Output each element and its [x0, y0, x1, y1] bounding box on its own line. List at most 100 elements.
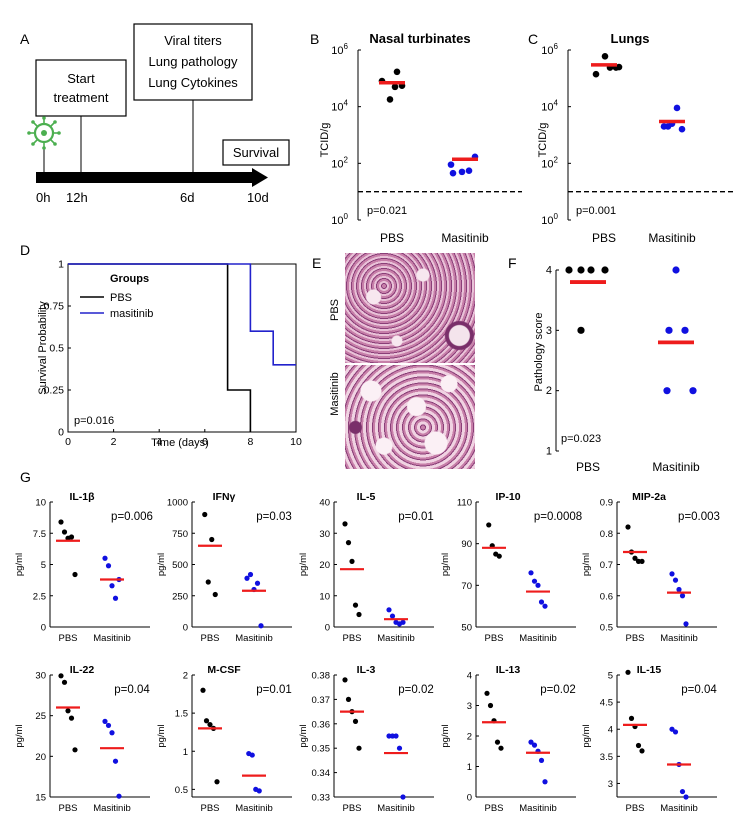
panel-a: A Start treatment Viral titers Lung path…: [20, 23, 290, 205]
chart-il-15: 3 3.5 4 4.5 5 PBS Masitinib IL-15 p=0.04 pg/ml: [581, 664, 717, 814]
data-point-pbs: [635, 742, 642, 749]
start-treatment-line2: treatment: [54, 90, 109, 105]
data-point-pbs: [214, 779, 220, 785]
data-point-pbs: [628, 715, 635, 721]
x-category-label: Masitinib: [235, 633, 273, 644]
cytokine-ylabel: pg/ml: [298, 724, 309, 747]
survival-curve-masitinib: [68, 263, 296, 366]
data-point-masitinib: [531, 742, 538, 748]
cytokine-ylabel: pg/ml: [581, 724, 592, 747]
y-tick-label: 2.5: [33, 591, 46, 602]
chart-il-1b: 0 2.5 5 7.5 10 PBS Masitinib IL-1β p=0.006 pg/ml: [14, 491, 153, 644]
data-point-pbs: [200, 687, 206, 693]
y-tick-label: 104: [541, 99, 558, 114]
data-point-masitinib: [672, 577, 679, 583]
cytokine-pvalue: p=0.01: [256, 684, 292, 696]
panel-d-legend-title: Groups: [110, 273, 149, 285]
panel-c-pvalue: p=0.001: [576, 205, 616, 217]
y-tick-exponent: 4: [553, 99, 558, 108]
data-point-masitinib: [535, 582, 541, 588]
cytokine-pvalue: p=0.003: [678, 511, 720, 523]
cytokine-title: IL-5: [357, 491, 376, 503]
y-tick-label: 0: [58, 427, 64, 439]
data-point-masitinib: [258, 623, 264, 629]
chart-il-3: 0.33 0.34 0.35 0.36 0.37 0.38 PBS Masitinib IL-3…: [298, 664, 434, 814]
data-point-masitinib: [254, 580, 261, 586]
y-tick-label: 102: [541, 155, 558, 170]
panel-d-pvalue: p=0.016: [74, 415, 114, 427]
data-point-masitinib: [247, 571, 254, 578]
y-tick-label: 0.5: [175, 785, 188, 796]
data-point-pbs: [601, 266, 609, 274]
data-point-masitinib: [449, 169, 457, 177]
x-category-label: Masitinib: [235, 803, 273, 814]
cytokine-title: MIP-2a: [632, 491, 666, 503]
x-category-label: PBS: [380, 231, 404, 245]
x-tick-label: 10: [290, 436, 302, 448]
data-point-pbs: [345, 540, 352, 546]
y-tick-label: 3.5: [600, 752, 613, 763]
data-point-pbs: [205, 579, 211, 585]
data-point-masitinib: [538, 757, 545, 764]
y-tick-label: 0.8: [600, 529, 613, 540]
data-point-pbs: [356, 745, 362, 751]
time-12h: 12h: [66, 190, 88, 205]
y-tick-label: 0.35: [312, 744, 331, 755]
data-point-masitinib: [396, 745, 403, 751]
plot-frame: [67, 263, 297, 433]
cytokine-ylabel: pg/ml: [440, 724, 451, 747]
histology-masitinib-image: [345, 365, 475, 469]
cytokine-ylabel: pg/ml: [298, 553, 309, 576]
x-category-label: PBS: [58, 803, 77, 814]
x-category-label: PBS: [200, 803, 219, 814]
data-point-masitinib: [116, 793, 122, 799]
data-point-masitinib: [673, 104, 681, 112]
chart-il-5: 0 10 20 30 40 PBS Masitinib IL-5 p=0.01 pg/ml: [298, 491, 434, 644]
time-10d: 10d: [247, 190, 269, 205]
data-point-masitinib: [676, 586, 682, 593]
cytokine-pvalue: p=0.04: [114, 684, 150, 696]
data-point-masitinib: [447, 161, 455, 168]
y-tick-label: 0.33: [312, 793, 331, 804]
data-point-pbs: [484, 690, 490, 696]
y-tick-label: 20: [319, 560, 330, 571]
assays-box: [133, 23, 253, 101]
panel-e-letter: E: [312, 255, 321, 271]
data-point-pbs: [203, 718, 210, 724]
data-point-masitinib: [112, 758, 119, 764]
data-point-masitinib: [102, 555, 108, 561]
x-category-label: PBS: [484, 633, 503, 644]
data-point-masitinib: [689, 387, 697, 395]
cytokine-title: IP-10: [495, 491, 520, 503]
data-point-masitinib: [672, 729, 679, 735]
survival-curve-pbs: [68, 263, 252, 432]
chart-m-csf: 0.5 1 1.5 2 PBS Masitinib M-CSF p=0.01 pg/ml: [156, 664, 292, 814]
x-category-label: PBS: [625, 633, 644, 644]
data-point-masitinib: [389, 613, 396, 619]
panel-c-title: Lungs: [611, 31, 650, 46]
x-category-label: PBS: [200, 633, 219, 644]
y-tick-label: 25: [35, 711, 46, 722]
chart-b: 100 102 104 106 PBS Masitinib: [331, 42, 522, 245]
cytokine-title: IL-13: [496, 664, 521, 676]
assays-line3: Lung Cytokines: [148, 75, 238, 90]
y-tick-label: 0.36: [312, 719, 331, 730]
chart-ifn-g: 0 250 500 750 1000 PBS Masitinib IFNγ p=0.03 pg/m…: [156, 491, 292, 644]
survival-box: [222, 139, 290, 166]
timeline-arrowhead: [252, 168, 268, 187]
panel-f-ylabel: Pathology score: [533, 313, 545, 392]
cytokine-title: IL-22: [70, 664, 95, 676]
panel-b-ylabel: TCID/g: [319, 123, 331, 158]
data-point-pbs: [494, 739, 501, 745]
data-point-pbs: [592, 70, 600, 78]
data-point-pbs: [577, 266, 585, 274]
y-tick-label: 1: [183, 747, 188, 758]
y-tick-label: 10: [35, 498, 46, 509]
data-point-pbs: [601, 52, 609, 60]
data-point-masitinib: [538, 599, 545, 605]
data-point-masitinib: [679, 593, 686, 599]
assays-line2: Lung pathology: [149, 54, 238, 69]
y-tick-label: 106: [541, 42, 558, 57]
y-tick-label: 70: [461, 581, 472, 592]
